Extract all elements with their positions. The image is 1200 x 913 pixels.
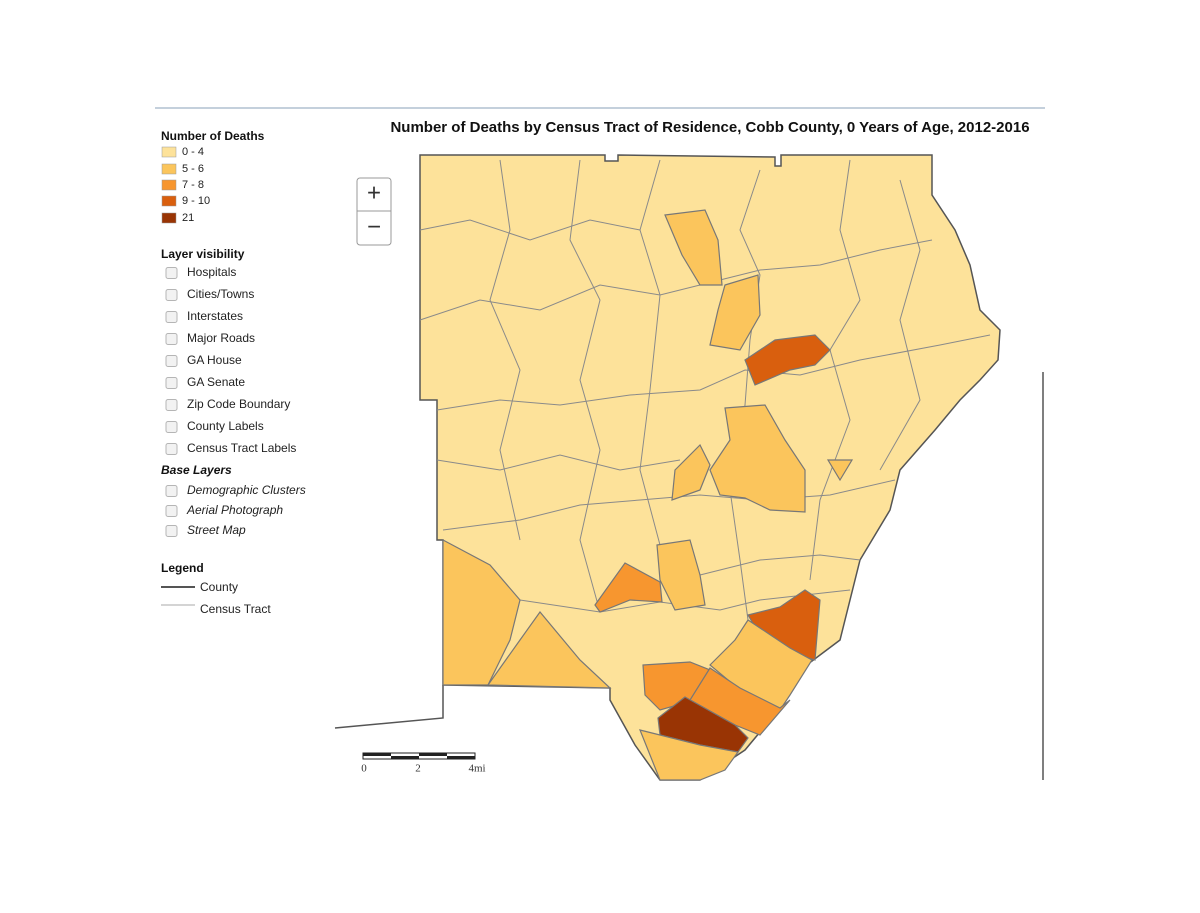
tract-boundary xyxy=(436,334,991,411)
scale-bar: 0 2 4mi xyxy=(361,752,486,775)
map-title: Number of Deaths by Census Tract of Resi… xyxy=(390,119,1029,136)
checkbox[interactable] xyxy=(165,505,178,517)
checkbox[interactable] xyxy=(165,485,178,497)
tract[interactable] xyxy=(709,274,761,351)
checkbox[interactable] xyxy=(165,377,178,389)
zoom-out[interactable]: − xyxy=(367,213,381,240)
zoom-in[interactable]: + xyxy=(367,179,381,206)
tract[interactable] xyxy=(664,209,723,286)
tract[interactable] xyxy=(486,611,612,689)
scale-label: 0 xyxy=(361,763,367,775)
checkbox[interactable] xyxy=(165,355,178,367)
tract[interactable] xyxy=(594,562,663,613)
class-label: 7 - 8 xyxy=(182,179,204,191)
county-shape xyxy=(419,154,1001,781)
layer-label[interactable]: GA House xyxy=(187,353,242,367)
map-area xyxy=(334,154,1044,781)
scale-bar-seg xyxy=(391,756,419,759)
layer-label[interactable]: Aerial Photograph xyxy=(186,503,283,517)
scale-bar-seg xyxy=(447,756,475,759)
base-layers-title: Base Layers xyxy=(161,463,232,477)
class-swatch xyxy=(161,195,177,207)
checkbox[interactable] xyxy=(165,267,178,279)
checkbox[interactable] xyxy=(165,443,178,455)
class-label: 21 xyxy=(182,212,194,224)
layer-label[interactable]: Zip Code Boundary xyxy=(187,397,290,411)
checkbox[interactable] xyxy=(165,421,178,433)
checkbox[interactable] xyxy=(165,289,178,301)
class-label: 0 - 4 xyxy=(182,146,204,158)
tract-boundary xyxy=(436,454,681,471)
tract[interactable] xyxy=(639,729,740,781)
tract[interactable] xyxy=(671,443,711,501)
layer-label[interactable]: Demographic Clusters xyxy=(187,483,306,497)
tract-boundary xyxy=(879,179,921,471)
scale-label: 2 xyxy=(415,763,421,775)
tract[interactable] xyxy=(826,459,854,482)
checkbox[interactable] xyxy=(165,311,178,323)
legend-label: Census Tract xyxy=(200,602,271,616)
tract-boundary xyxy=(699,554,861,576)
class-swatch xyxy=(161,212,177,224)
zoom-control: + − xyxy=(356,177,392,246)
tract-boundary xyxy=(639,159,661,546)
class-swatch xyxy=(161,163,177,175)
tract-boundary xyxy=(489,159,521,541)
layer-label[interactable]: Interstates xyxy=(187,309,243,323)
tract-boundary xyxy=(729,169,761,621)
class-label: 5 - 6 xyxy=(182,163,204,175)
scale-bar-seg xyxy=(363,753,391,756)
layer-label[interactable]: Major Roads xyxy=(187,331,255,345)
checkbox[interactable] xyxy=(165,333,178,345)
legend-title: Legend xyxy=(161,561,204,575)
tract[interactable] xyxy=(744,334,831,386)
layer-label[interactable]: Census Tract Labels xyxy=(187,441,296,455)
scale-bar-seg xyxy=(419,753,447,756)
tract[interactable] xyxy=(656,539,706,611)
class-label: 9 - 10 xyxy=(182,195,210,207)
tract-boundary xyxy=(569,159,601,613)
neighbor-boundary xyxy=(334,685,444,729)
layer-label[interactable]: Hospitals xyxy=(187,265,236,279)
side-panel: Number of Deaths Layer visibility Base L… xyxy=(161,129,306,616)
checkbox[interactable] xyxy=(165,399,178,411)
tract-boundary xyxy=(419,239,933,321)
layer-label[interactable]: County Labels xyxy=(187,419,264,433)
tract-boundary xyxy=(419,219,641,241)
layer-label[interactable]: GA Senate xyxy=(187,375,245,389)
layer-label[interactable]: Street Map xyxy=(187,523,246,537)
tract[interactable] xyxy=(709,404,806,513)
tract-boundary xyxy=(442,479,896,531)
tract[interactable] xyxy=(442,539,521,686)
class-swatch xyxy=(161,179,177,191)
layer-label[interactable]: Cities/Towns xyxy=(187,287,254,301)
layers-title: Layer visibility xyxy=(161,247,245,261)
scale-label: 4mi xyxy=(468,763,485,775)
checkbox[interactable] xyxy=(165,525,178,537)
class-swatch xyxy=(161,146,177,158)
classes-title: Number of Deaths xyxy=(161,129,265,143)
highlighted-tracts xyxy=(442,209,854,781)
legend-label: County xyxy=(200,580,238,594)
